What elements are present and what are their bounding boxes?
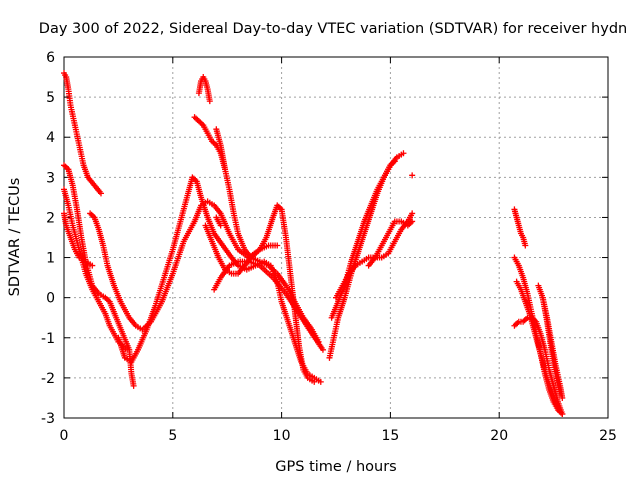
y-tick-label: -3 xyxy=(41,411,55,427)
x-tick-label: 15 xyxy=(381,428,399,444)
points-layer xyxy=(61,70,566,417)
grid-layer xyxy=(64,57,608,418)
y-tick-label: 4 xyxy=(46,130,55,146)
y-tick-label: -1 xyxy=(41,331,55,347)
x-tick-label: 5 xyxy=(168,428,177,444)
data-point xyxy=(217,222,224,229)
y-tick-label: 2 xyxy=(46,210,55,226)
series-track-14 xyxy=(328,150,407,321)
series-track-21 xyxy=(511,314,566,417)
data-point xyxy=(559,394,566,401)
tick-layer: 0 5 10 15 20 25 -3 -2 -1 0 1 2 3 4 5 6 xyxy=(41,50,617,444)
data-point xyxy=(206,98,213,105)
series-track-1 xyxy=(61,70,104,197)
data-point xyxy=(409,218,416,225)
y-tick-label: 6 xyxy=(46,50,55,66)
series-track-18 xyxy=(511,206,529,249)
y-tick-label: -2 xyxy=(41,371,55,387)
data-point xyxy=(130,382,137,389)
x-tick-label: 0 xyxy=(60,428,69,444)
data-point xyxy=(409,210,416,217)
data-point xyxy=(89,262,96,269)
x-tick-label: 25 xyxy=(599,428,617,444)
data-point xyxy=(274,242,281,249)
chart-title: Day 300 of 2022, Sidereal Day-to-day VTE… xyxy=(39,21,627,37)
x-tick-label: 20 xyxy=(490,428,508,444)
data-point xyxy=(522,242,529,249)
series-track-17 xyxy=(409,172,416,179)
series-track-12 xyxy=(213,214,224,229)
data-point xyxy=(400,150,407,157)
y-tick-label: 3 xyxy=(46,170,55,186)
y-tick-label: 5 xyxy=(46,90,55,106)
series-track-11 xyxy=(213,126,229,173)
data-point xyxy=(222,166,229,173)
x-axis-label: GPS time / hours xyxy=(275,459,396,475)
series-track-8 xyxy=(195,74,213,105)
series-track-4 xyxy=(61,210,96,269)
data-point xyxy=(319,346,326,353)
series-track-10 xyxy=(211,258,326,353)
y-tick-label: 1 xyxy=(46,251,55,267)
y-tick-label: 0 xyxy=(46,291,55,307)
data-point xyxy=(97,190,104,197)
data-point xyxy=(317,378,324,385)
y-axis-label: SDTVAR / TECUs xyxy=(7,178,23,297)
series-track-16 xyxy=(365,218,416,269)
data-point xyxy=(559,410,566,417)
data-point xyxy=(557,390,564,397)
x-tick-label: 10 xyxy=(273,428,291,444)
series-track-23 xyxy=(539,294,564,397)
data-point xyxy=(409,172,416,179)
plot-frame xyxy=(63,56,609,419)
